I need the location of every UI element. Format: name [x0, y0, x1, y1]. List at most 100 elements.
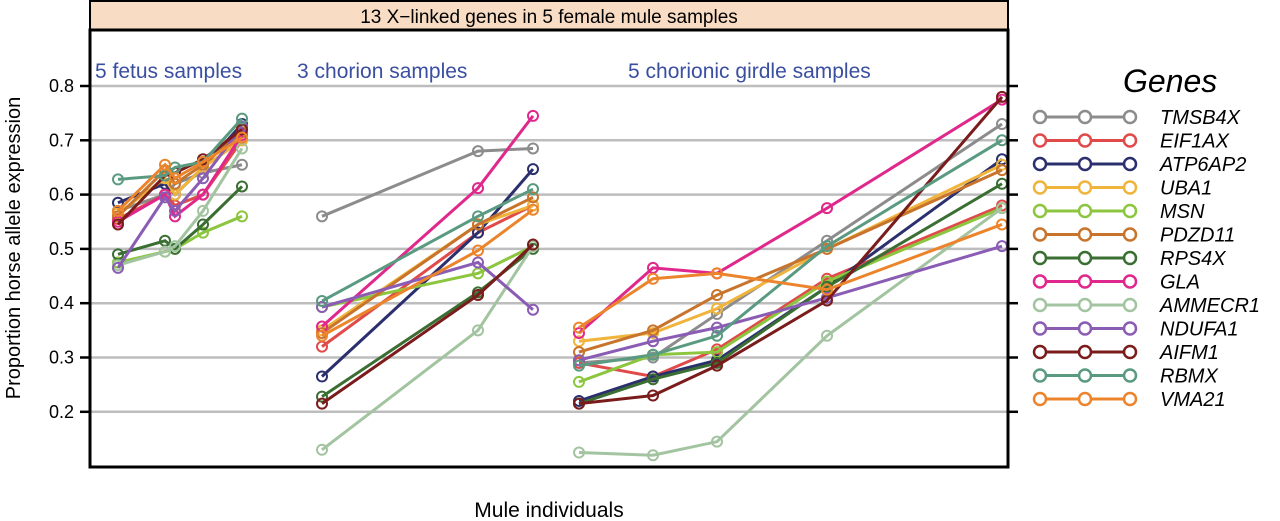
data-point — [711, 302, 723, 315]
legend-marker — [1077, 156, 1093, 172]
data-point — [472, 218, 484, 231]
legend-marker — [1122, 321, 1138, 336]
data-point — [112, 173, 124, 186]
data-point — [169, 240, 181, 253]
legend-marker — [1077, 368, 1093, 383]
data-point — [472, 210, 484, 223]
series-AMMECR1 — [112, 142, 1008, 462]
data-point — [527, 238, 539, 251]
legend-item: MSN — [1032, 201, 1205, 223]
legend-item: UBA1 — [1032, 178, 1212, 200]
data-point — [821, 329, 833, 342]
series-MSN — [112, 202, 1008, 388]
legend-marker — [1032, 344, 1048, 360]
series-line-chorion — [321, 114, 535, 328]
legend-marker — [1122, 203, 1138, 219]
data-point — [236, 180, 248, 193]
legend-marker — [1032, 321, 1048, 336]
legend-marker — [1032, 391, 1048, 407]
series-line-girdle — [578, 206, 1003, 457]
legend-item: GLA — [1032, 272, 1200, 294]
legend-marker — [1122, 180, 1138, 195]
series-line-chorion — [320, 168, 535, 378]
legend-marker — [1077, 133, 1093, 148]
data-point — [647, 272, 659, 285]
legend-marker — [1122, 133, 1138, 148]
data-point — [112, 261, 124, 274]
data-point — [197, 218, 209, 231]
data-point — [197, 226, 209, 239]
title-strip — [89, 0, 1009, 31]
data-point — [472, 289, 484, 302]
series-line-girdle — [578, 163, 1003, 343]
data-point — [316, 301, 328, 314]
data-point — [472, 182, 484, 195]
legend-marker — [1122, 274, 1138, 289]
legend-item: AIFM1 — [1032, 342, 1219, 364]
data-point — [711, 329, 723, 342]
data-point — [711, 289, 723, 302]
data-point — [197, 188, 209, 201]
series-line-girdle — [578, 168, 1003, 354]
series-line-fetus — [117, 117, 244, 181]
data-point — [573, 346, 585, 359]
y-tick-label: 0.6 — [49, 185, 74, 205]
data-point — [472, 226, 484, 239]
data-point — [316, 443, 328, 456]
legend-marker — [1077, 227, 1093, 242]
legend-label: NDUFA1 — [1160, 319, 1239, 341]
legend-marker — [1032, 180, 1048, 195]
data-point — [316, 210, 328, 223]
legend-label: VMA21 — [1160, 389, 1226, 411]
legend-item: AMMECR1 — [1032, 295, 1260, 317]
data-point — [647, 389, 659, 402]
series-line-fetus — [117, 185, 244, 256]
data-point — [573, 327, 585, 340]
legend-label: EIF1AX — [1160, 131, 1230, 153]
legend-marker — [1122, 344, 1138, 360]
data-point — [573, 359, 585, 372]
data-point — [527, 303, 539, 316]
legend-title: Genes — [1123, 63, 1217, 99]
legend-marker — [1032, 133, 1048, 148]
legend-label: RBMX — [1160, 366, 1218, 388]
legend-marker — [1122, 391, 1138, 407]
series-line-chorion — [321, 208, 534, 338]
data-point — [711, 267, 723, 280]
legend-marker — [1122, 109, 1138, 125]
group-label-girdle: 5 chorionic girdle samples — [628, 60, 871, 83]
data-point — [316, 295, 328, 308]
legend-marker — [1077, 321, 1093, 336]
series-TMSB4X — [112, 118, 1008, 369]
legend-label: GLA — [1160, 272, 1200, 294]
data-point — [197, 172, 209, 185]
data-point — [573, 446, 585, 459]
series-line-girdle — [578, 206, 1003, 384]
legend-label: MSN — [1160, 201, 1205, 223]
legend-marker — [1122, 227, 1138, 242]
legend-item: EIF1AX — [1032, 131, 1230, 153]
data-point — [573, 375, 585, 388]
series-line-fetus — [117, 147, 244, 267]
data-point — [316, 397, 328, 410]
series-line-chorion — [321, 187, 534, 303]
data-point — [236, 158, 248, 171]
y-tick-label: 0.5 — [49, 239, 74, 259]
y-tick-label: 0.3 — [49, 348, 74, 368]
legend-item: PDZD11 — [1032, 225, 1235, 247]
data-point — [197, 204, 209, 217]
legend-item: TMSB4X — [1032, 107, 1241, 129]
data-point — [236, 112, 248, 125]
data-point — [472, 244, 484, 257]
legend-item: RPS4X — [1032, 248, 1226, 270]
legend-marker — [1032, 368, 1048, 383]
series-RBMX — [112, 112, 1008, 372]
data-point — [647, 373, 659, 386]
legend-label: UBA1 — [1160, 178, 1212, 200]
data-point — [573, 321, 585, 334]
series-line-girdle — [578, 204, 1003, 379]
legend-label: ATP6AP2 — [1159, 154, 1246, 176]
series-line-girdle — [578, 122, 1003, 365]
data-point — [316, 390, 328, 403]
